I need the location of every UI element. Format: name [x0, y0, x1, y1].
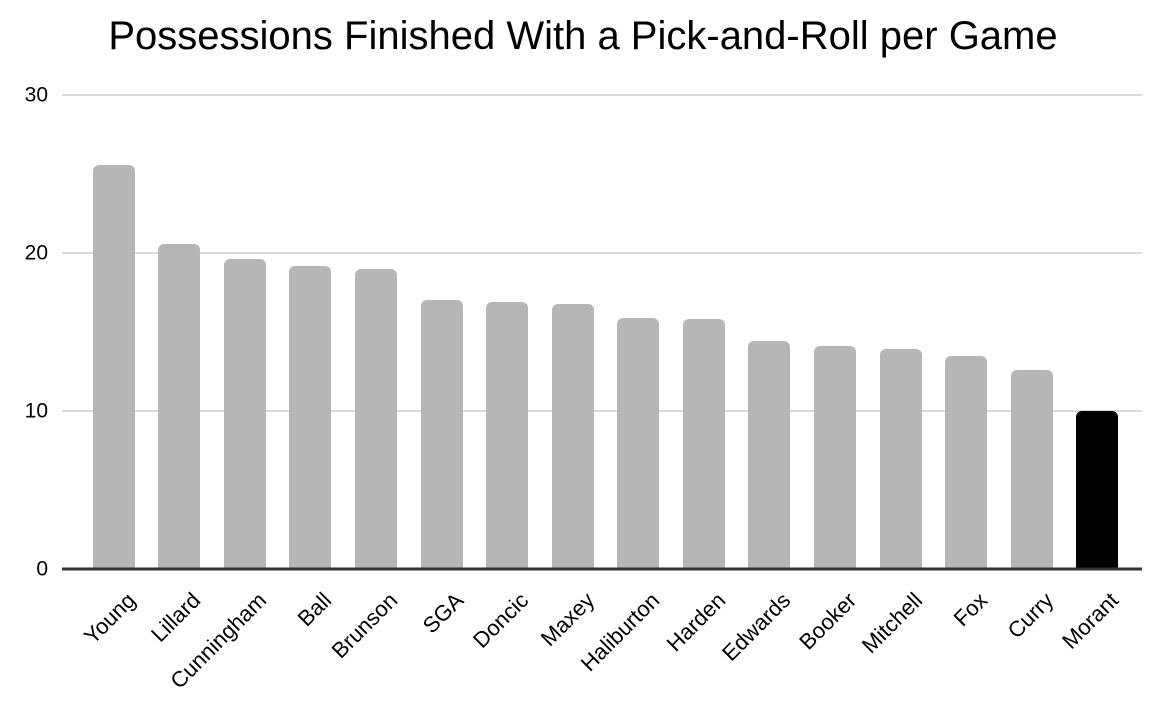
bar-slot-doncic: Doncic [468, 95, 540, 653]
x-axis-label-lillard: Lillard [146, 587, 206, 647]
bar-brunson [355, 268, 398, 569]
y-axis-tick-label-10: 10 [24, 399, 48, 423]
bar-slot-edwards: Edwards [717, 95, 803, 666]
bar-mitchell [879, 349, 922, 569]
bar-cunningham [223, 259, 266, 569]
gridline-20 [62, 252, 1142, 255]
bar-slot-fox: Fox [933, 95, 999, 631]
bar-sga [420, 300, 463, 569]
bar-slot-lillard: Lillard [146, 95, 213, 647]
bar-slot-cunningham: Cunningham [165, 95, 278, 693]
x-axis-label-young: Young [78, 587, 141, 649]
bar-doncic [486, 301, 529, 569]
chart-title: Possessions Finished With a Pick-and-Rol… [108, 14, 1058, 58]
plot-area: Young Lillard Cunningham Ball Brunson SGA Donc… [25, 85, 1142, 693]
bar-slot-harden: Harden [661, 95, 737, 656]
bar-young [92, 164, 135, 569]
bar-slot-booker: Booker [794, 95, 868, 655]
bar-slot-brunson: Brunson [327, 95, 409, 663]
x-axis-label-mitchell: Mitchell [856, 587, 927, 658]
gridline-30 [62, 94, 1142, 96]
bar-edwards [748, 341, 791, 569]
x-axis-label-sga: SGA [417, 587, 468, 639]
x-axis-label-fox: Fox [948, 587, 993, 632]
x-axis-line [62, 567, 1142, 571]
bar-haliburton [617, 317, 660, 569]
bar-harden [682, 319, 725, 569]
bar-lillard [158, 243, 201, 569]
bars-row: Young Lillard Cunningham Ball Brunson SGA Donc… [79, 95, 1130, 693]
x-axis-label-ball: Ball [293, 587, 337, 632]
x-axis-label-booker: Booker [794, 587, 862, 655]
bar-fox [945, 355, 988, 569]
gridline-10 [62, 410, 1142, 413]
bar-slot-ball: Ball [278, 95, 344, 631]
x-axis-label-maxey: Maxey [535, 587, 599, 652]
x-axis-label-curry: Curry [1002, 587, 1058, 644]
bar-slot-morant: Morant [1057, 95, 1130, 654]
bar-slot-mitchell: Mitchell [856, 95, 934, 658]
bar-maxey [551, 303, 594, 569]
bar-booker [813, 346, 856, 569]
x-axis-label-edwards: Edwards [717, 587, 796, 666]
bar-curry [1010, 369, 1053, 569]
bar-slot-sga: SGA [409, 95, 475, 638]
y-axis-tick-label-0: 0 [36, 557, 48, 581]
x-axis-label-brunson: Brunson [326, 587, 403, 664]
x-axis-label-morant: Morant [1057, 587, 1124, 654]
bar-morant [1076, 411, 1119, 569]
bar-ball [289, 265, 332, 569]
bar-slot-haliburton: Haliburton [576, 95, 672, 676]
y-axis-tick-label-30: 30 [24, 83, 48, 107]
bar-slot-young: Young [79, 95, 147, 649]
y-axis-tick-label-20: 20 [24, 241, 48, 265]
bar-slot-curry: Curry [999, 95, 1065, 643]
x-axis-label-doncic: Doncic [468, 587, 534, 653]
bar-slot-maxey: Maxey [535, 95, 606, 651]
